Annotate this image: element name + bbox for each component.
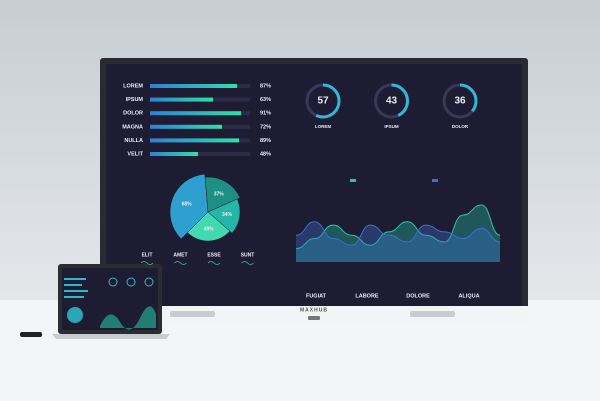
laptop-base [52, 334, 170, 339]
bar [150, 124, 222, 129]
pie-slice [169, 173, 209, 240]
area-fill [296, 221, 500, 262]
legend-swatch [350, 179, 356, 182]
remote [20, 332, 42, 337]
monitor-screen [106, 64, 522, 306]
category-wave [140, 261, 154, 265]
bar-label: MAGNA [122, 124, 143, 130]
speaker [410, 311, 455, 317]
laptop-bar [64, 278, 86, 280]
bar-label: NULLA [124, 138, 143, 144]
footer-label: LABORE [355, 293, 379, 299]
button [308, 316, 320, 320]
gauge-arc [305, 83, 341, 119]
bar-value: 91% [260, 111, 271, 117]
bar-track [150, 152, 250, 156]
pie-label: 34% [222, 212, 233, 218]
bar-value: 48% [260, 151, 271, 157]
category-label: ESSE [207, 252, 221, 258]
category-label: AMET [173, 252, 187, 258]
bar [150, 152, 198, 156]
laptop-gauge [126, 277, 136, 287]
bar-value: 87% [260, 83, 271, 89]
category-wave [207, 261, 221, 265]
area-fill [296, 205, 500, 262]
gauge-label: IPSUM [384, 124, 399, 129]
speaker [170, 311, 215, 317]
laptop-bar [64, 296, 84, 298]
pie-slice [207, 198, 241, 234]
category-wave [174, 261, 187, 265]
bar [150, 97, 213, 102]
gauge-label: DOLOR [452, 124, 469, 129]
pie-label: 68% [182, 201, 193, 207]
laptop-pie [67, 307, 83, 323]
gauge-arc [442, 83, 478, 119]
category-label: ELIT [142, 252, 153, 258]
brand: MAXHUB [300, 307, 328, 313]
pie-slice [187, 211, 231, 242]
laptop-gauge [144, 277, 154, 287]
laptop-area [100, 306, 156, 330]
laptop-gauge [108, 277, 118, 287]
gauge-value: 36 [454, 96, 466, 107]
bar-label: IPSUM [126, 97, 144, 103]
gauge-value: 57 [317, 96, 329, 107]
category-wave [241, 261, 254, 265]
bar-value: 63% [260, 97, 271, 103]
gauge-arc [374, 83, 409, 119]
bar-value: 89% [260, 138, 271, 144]
footer-label: ALIQUA [458, 293, 479, 299]
area-line [295, 204, 501, 250]
bar [150, 138, 239, 143]
bar [150, 111, 241, 116]
bar-value: 72% [260, 124, 271, 130]
category-label: SUNT [241, 252, 255, 258]
bar-label: DOLOR [123, 111, 143, 117]
gauge-label: LOREM [315, 124, 332, 129]
pie-slice [204, 176, 241, 213]
laptop-bar [64, 284, 82, 286]
bar-label: VELIT [127, 151, 143, 157]
pie-label: 49% [204, 227, 215, 233]
gauge-value: 43 [386, 96, 398, 107]
area-line [295, 221, 501, 246]
monitor-bottom [100, 306, 528, 322]
dashboard: LOREM 87% IPSUM 63% DOLOR 91% MAGNA 72% NULLA 89%… [122, 83, 501, 299]
legend-swatch [432, 179, 438, 182]
pie-label: 37% [214, 191, 225, 197]
bar-label: LOREM [123, 83, 143, 89]
footer-label: DOLORE [406, 293, 430, 299]
laptop-bar [64, 290, 88, 292]
footer-label: FUGIAT [306, 293, 327, 299]
bar [150, 84, 237, 88]
